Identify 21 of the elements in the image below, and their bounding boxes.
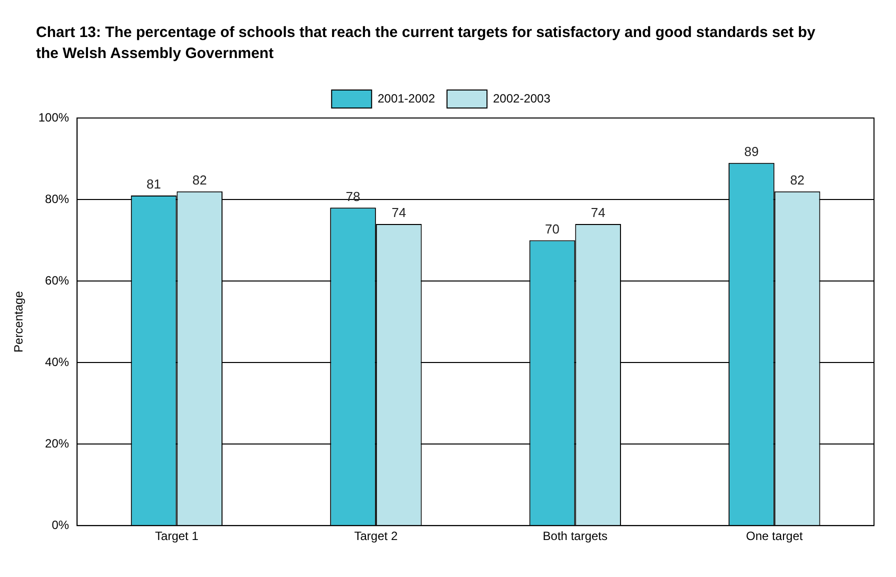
y-axis-title: Percentage <box>12 290 26 352</box>
data-label: 74 <box>392 205 406 220</box>
x-tick-label: Target 2 <box>354 529 398 544</box>
legend-label: 2002-2003 <box>493 91 551 106</box>
chart-title: Chart 13: The percentage of schools that reach the current targets for satisfactory and good standards set by the Welsh Assembly Government <box>36 23 816 64</box>
y-tick-label: 80% <box>45 192 70 206</box>
y-tick-label: 40% <box>45 354 70 369</box>
data-label: 82 <box>192 172 207 188</box>
data-label: 89 <box>744 144 759 159</box>
data-label: 70 <box>545 221 560 236</box>
y-tick-label: 60% <box>45 273 70 288</box>
x-tick-label: Target 1 <box>155 529 199 544</box>
x-tick-label: Both targets <box>542 529 608 544</box>
y-tick-label: 20% <box>45 436 70 450</box>
data-label: 74 <box>590 205 606 220</box>
x-tick-label: One target <box>746 529 804 544</box>
data-label: 82 <box>790 172 805 188</box>
legend-label: 2001-2002 <box>378 91 436 106</box>
y-tick-label: 0% <box>52 518 70 532</box>
y-tick-label: 100% <box>38 110 70 124</box>
data-label: 81 <box>146 176 162 192</box>
